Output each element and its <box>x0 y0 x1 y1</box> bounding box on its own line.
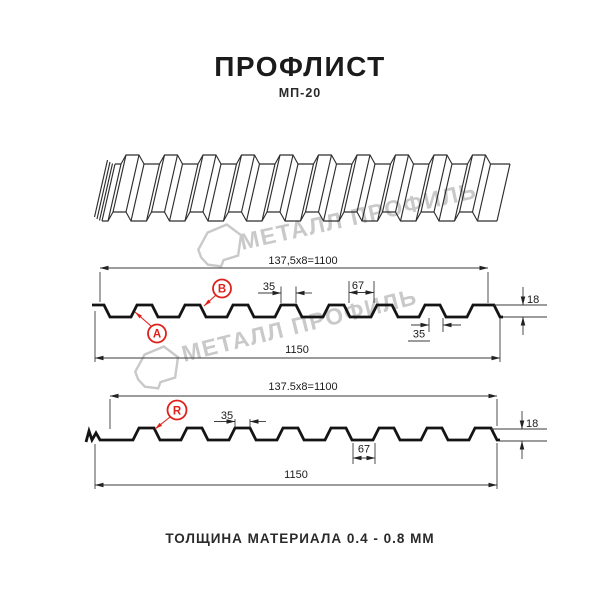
leader-line <box>134 311 152 327</box>
dim-profile-height: 18 <box>527 294 539 306</box>
cross-section-reverse: 137.5x8=1100 35 67 18 1150 R <box>84 381 547 489</box>
watermark-middle: МЕТАЛЛ ПРОФИЛЬ <box>133 283 420 390</box>
profile-model-name: МП-20 <box>278 86 322 100</box>
leader-line <box>154 416 171 430</box>
dim-overall-width: 1150 <box>284 469 308 481</box>
dim-pitch-total: 137.5x8=1100 <box>268 381 337 393</box>
cross-section-face: 137,5x8=1100 35 67 18 35 1150 B A <box>92 255 547 362</box>
dim-rib-bottom-width: 35 <box>413 329 425 341</box>
profile-outline <box>84 426 500 444</box>
dim-profile-height: 18 <box>526 418 538 430</box>
metall-profil-logo-icon <box>196 223 243 268</box>
label-a-circle <box>147 323 167 344</box>
3d-back-edge <box>115 154 510 165</box>
dimension-lines <box>94 393 547 489</box>
3d-front-edge <box>102 211 497 222</box>
watermark-top: МЕТАЛЛ ПРОФИЛЬ <box>196 177 479 268</box>
label-r-circle <box>166 399 188 421</box>
dim-overall-width: 1150 <box>285 344 309 356</box>
metall-profil-logo-icon <box>133 345 180 390</box>
label-b: B <box>218 284 226 296</box>
dimension-lines <box>94 265 547 362</box>
profile-outline <box>92 303 503 319</box>
label-a: A <box>153 329 161 341</box>
dim-rib-top-width: 35 <box>221 410 233 422</box>
page-title: ПРОФЛИСТ <box>214 51 386 82</box>
3d-rib-lines <box>101 154 511 222</box>
dim-gap-width: 67 <box>358 444 370 456</box>
watermark-text: МЕТАЛЛ ПРОФИЛЬ <box>237 177 479 255</box>
profile-3d-sketch <box>93 154 511 222</box>
3d-cut-edge-hatch <box>93 159 114 221</box>
label-b-circle <box>212 278 232 299</box>
dim-rib-top-width: 35 <box>263 281 275 293</box>
material-thickness-note: ТОЛЩИНА МАТЕРИАЛА 0.4 - 0.8 ММ <box>165 531 435 546</box>
dim-pitch-total: 137,5x8=1100 <box>268 255 337 267</box>
leader-line <box>203 294 217 307</box>
dim-gap-width: 67 <box>352 280 364 292</box>
label-r: R <box>173 406 182 418</box>
